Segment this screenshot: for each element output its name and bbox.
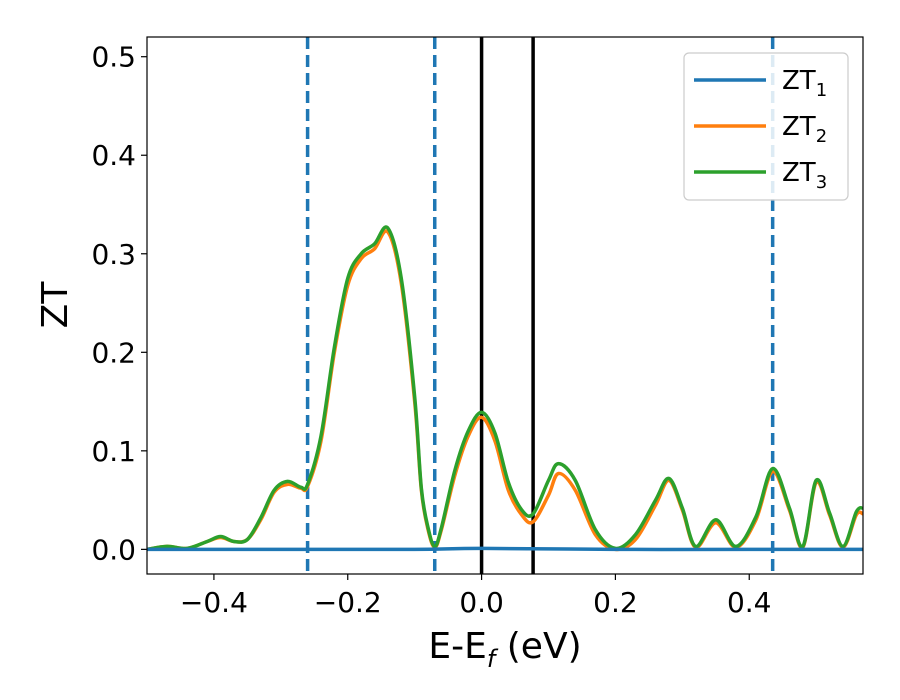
series-line-zt3 [147, 225, 863, 552]
legend-label-2: ZT2 [782, 112, 827, 147]
x-tick-label: −0.2 [314, 586, 382, 619]
x-tick-label: 0.0 [459, 586, 504, 619]
x-axis-ticks: −0.4 −0.2 0.0 0.2 0.4 [180, 574, 772, 619]
x-tick-label: −0.4 [180, 586, 248, 619]
x-axis-label-suffix: (eV) [495, 626, 581, 667]
y-tick-label: 0.2 [91, 336, 136, 369]
y-tick-label: 0.4 [91, 139, 136, 172]
series-lines [147, 225, 863, 552]
y-tick-label: 0.0 [91, 533, 136, 566]
y-axis-label: ZT [35, 281, 76, 329]
series-line-zt1 [147, 546, 863, 552]
legend: ZT1 ZT2 ZT3 [683, 52, 849, 201]
legend-label-1: ZT1 [782, 66, 827, 101]
y-tick-label: 0.3 [91, 238, 136, 271]
y-tick-label: 0.5 [91, 41, 136, 74]
plot-frame [146, 36, 864, 575]
x-tick-label: 0.2 [593, 586, 638, 619]
reference-lines [305, 37, 775, 574]
y-axis-ticks: 0.0 0.1 0.2 0.3 0.4 0.5 [91, 41, 147, 566]
y-tick-label: 0.1 [91, 435, 136, 468]
legend-label-3: ZT3 [782, 158, 827, 193]
x-axis-label: E-Ef (eV) [428, 626, 581, 673]
x-axis-label-main: E-E [428, 626, 486, 667]
x-tick-label: 0.4 [727, 586, 772, 619]
series-line-zt2 [147, 229, 863, 552]
